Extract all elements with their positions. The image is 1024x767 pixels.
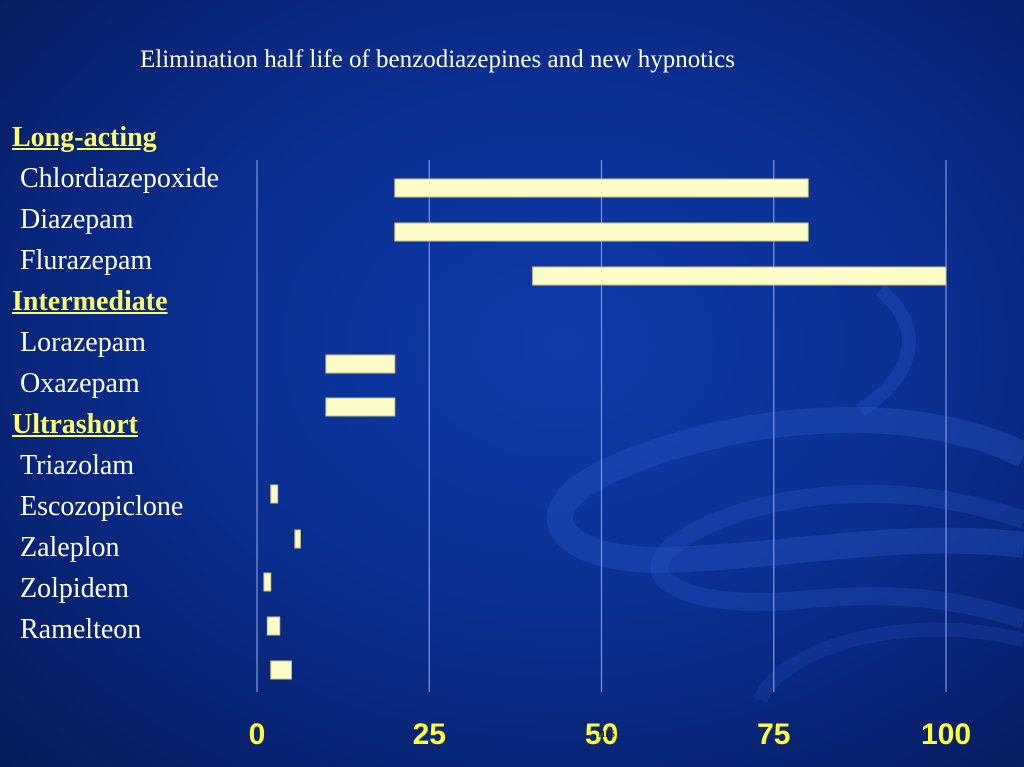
drug-label: Zolpidem	[20, 573, 129, 604]
half-life-bar	[325, 354, 396, 374]
slide-title: Elimination half life of benzodiazepines…	[140, 46, 735, 73]
drug-label: Triazolam	[20, 450, 135, 481]
x-tick-label: 75	[757, 718, 790, 751]
group-heading: Ultrashort	[12, 409, 138, 440]
half-life-bar	[394, 178, 809, 198]
drug-label: Ramelteon	[20, 614, 142, 645]
drug-label: Lorazepam	[20, 327, 146, 358]
x-axis-unit-label: hrs	[598, 726, 615, 741]
drug-label: Chlordiazepoxide	[20, 163, 220, 194]
half-life-bar	[263, 572, 272, 592]
group-heading: Intermediate	[12, 286, 168, 317]
x-tick-label: 50	[585, 718, 618, 751]
half-life-bar	[294, 529, 301, 549]
group-heading: Long-acting	[12, 122, 157, 153]
drug-label: Escozopiclone	[20, 491, 184, 522]
x-tick-label: 0	[249, 718, 266, 751]
drug-label: Flurazepam	[20, 245, 153, 276]
half-life-bar	[270, 660, 292, 680]
half-life-bar	[325, 397, 396, 417]
half-life-bar	[532, 266, 947, 286]
half-life-bar	[394, 222, 809, 242]
drug-label: Diazepam	[20, 204, 134, 235]
x-tick-label: 25	[413, 718, 446, 751]
drug-label: Zaleplon	[20, 532, 120, 563]
half-life-bar	[266, 616, 281, 636]
drug-label: Oxazepam	[20, 368, 140, 399]
half-life-bar	[270, 484, 279, 504]
x-tick-label: 100	[921, 718, 971, 751]
